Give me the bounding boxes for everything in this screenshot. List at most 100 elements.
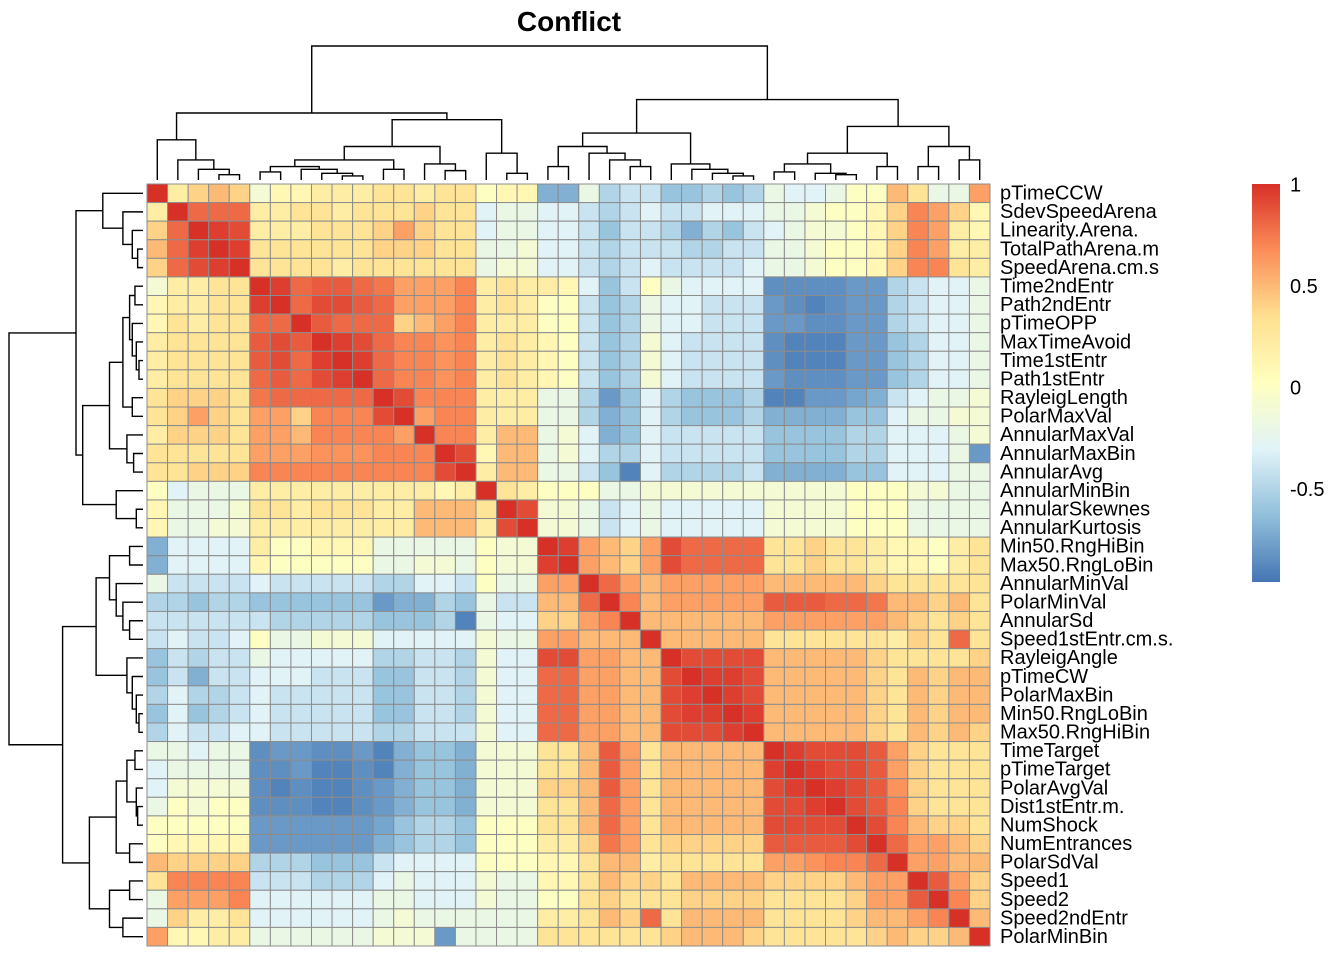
heatmap-cell (372, 908, 395, 928)
heatmap-cell (845, 908, 868, 928)
heatmap-cell (557, 722, 580, 743)
row-label: Dist1stEntr.m. (1000, 796, 1124, 818)
heatmap-cell (269, 480, 292, 501)
heatmap-cell (187, 239, 210, 259)
heatmap-cell (228, 648, 251, 668)
heatmap-cell (454, 332, 477, 352)
heatmap-cell (825, 313, 847, 334)
heatmap-cell (598, 722, 621, 743)
row-label: PolarMinBin (1000, 926, 1108, 948)
legend-label: 0 (1290, 377, 1301, 399)
heatmap-cell (598, 555, 621, 575)
heatmap-cell (146, 369, 169, 389)
heatmap-cell (393, 703, 415, 724)
heatmap-cell (269, 555, 292, 575)
heatmap-cell (146, 648, 169, 668)
heatmap-cell (249, 387, 271, 408)
heatmap-cell (393, 518, 415, 538)
heatmap-cell (927, 462, 950, 482)
heatmap-cell (927, 871, 950, 891)
heatmap-cell (372, 778, 395, 798)
heatmap-cell (434, 536, 456, 557)
heatmap-cell (619, 573, 641, 594)
heatmap-cell (948, 555, 970, 575)
heatmap-cell (763, 722, 785, 743)
heatmap-cell (167, 406, 189, 427)
heatmap-cell (269, 239, 292, 259)
heatmap-cell (167, 833, 189, 854)
heatmap-cell (208, 555, 230, 575)
heatmap-cell (310, 239, 333, 259)
heatmap-cell (948, 220, 970, 241)
heatmap-cell (167, 666, 189, 687)
heatmap-cell (866, 536, 888, 557)
heatmap-cell (310, 425, 333, 445)
heatmap-cell (660, 833, 683, 854)
heatmap-cell (228, 387, 251, 408)
heatmap-cell (516, 555, 539, 575)
heatmap-cell (310, 815, 333, 835)
heatmap-cell (228, 759, 251, 780)
heatmap-cell (331, 759, 354, 780)
heatmap-cell (454, 908, 477, 928)
heatmap-cell (578, 499, 600, 520)
heatmap-cell (372, 666, 395, 687)
heatmap-cell (619, 703, 641, 724)
heatmap-cell (228, 425, 251, 445)
heatmap-cell (763, 313, 785, 334)
heatmap-cell (866, 741, 888, 761)
heatmap-cell (578, 573, 600, 594)
heatmap-cell (948, 685, 970, 705)
column-dendrogram (382, 168, 405, 180)
heatmap-cell (619, 908, 641, 928)
heatmap-cell (496, 871, 518, 891)
heatmap-cell (557, 703, 580, 724)
heatmap-cell (619, 685, 641, 705)
heatmap-cell (681, 518, 703, 538)
row-label: Speed2 (1000, 889, 1069, 911)
heatmap-cell (496, 796, 518, 817)
heatmap-cell (413, 462, 436, 482)
heatmap-cell (372, 406, 395, 427)
heatmap-cell (352, 685, 374, 705)
heatmap-cell (660, 276, 683, 297)
heatmap-cell (701, 369, 724, 389)
heatmap-cell (393, 202, 415, 222)
heatmap-cell (475, 759, 498, 780)
heatmap-cell (825, 536, 847, 557)
heatmap-cell (722, 759, 744, 780)
heatmap-cell (598, 852, 621, 873)
heatmap-cell (310, 833, 333, 854)
heatmap-cell (331, 815, 354, 835)
heatmap-cell (639, 425, 662, 445)
heatmap-cell (352, 369, 374, 389)
heatmap-cell (496, 722, 518, 743)
heatmap-cell (742, 592, 765, 612)
heatmap-cell (866, 518, 888, 538)
heatmap-cell (598, 889, 621, 910)
heatmap-cell (866, 239, 888, 259)
heatmap-cell (968, 257, 991, 278)
heatmap-cell (434, 833, 456, 854)
heatmap-cell (454, 759, 477, 780)
heatmap-cell (783, 425, 806, 445)
heatmap-cell (208, 462, 230, 482)
heatmap-cell (516, 778, 539, 798)
heatmap-cell (413, 741, 436, 761)
heatmap-cell (496, 406, 518, 427)
heatmap-cell (537, 220, 559, 241)
heatmap-cell (228, 406, 251, 427)
heatmap-cell (619, 871, 641, 891)
heatmap-cell (187, 313, 210, 334)
heatmap-cell (742, 276, 765, 297)
heatmap-cell (907, 555, 929, 575)
heatmap-cell (496, 202, 518, 222)
heatmap-cell (146, 462, 169, 482)
heatmap-cell (393, 425, 415, 445)
heatmap-cell (639, 610, 662, 631)
heatmap-cell (146, 536, 169, 557)
heatmap-cell (249, 480, 271, 501)
heatmap-cell (886, 518, 909, 538)
heatmap-cell (825, 183, 847, 204)
heatmap-cell (825, 555, 847, 575)
